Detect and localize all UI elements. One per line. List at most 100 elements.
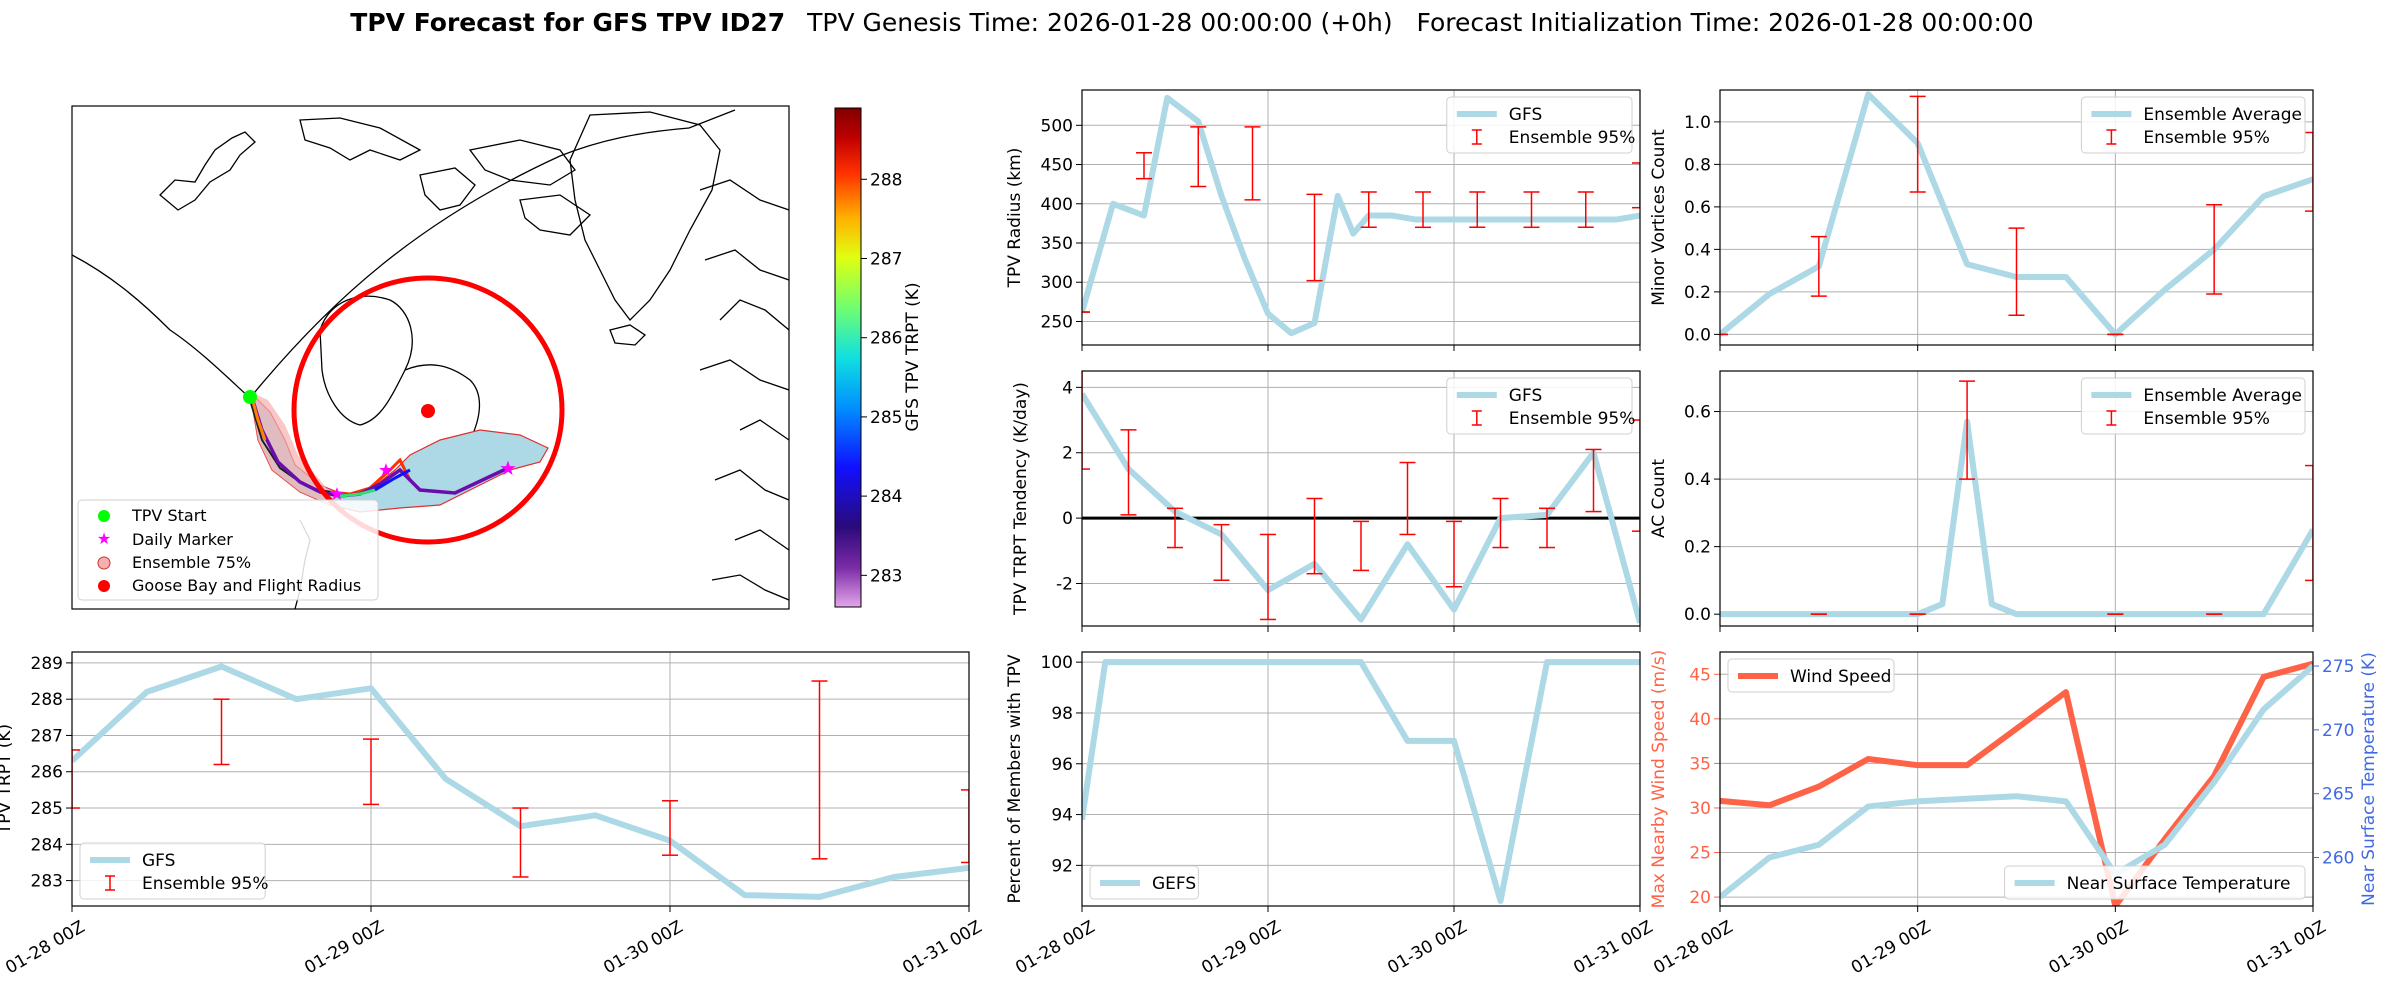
- legend-label: Ensemble Average: [2143, 105, 2302, 125]
- legend: Wind Speed: [1727, 658, 1895, 693]
- y-tick-label: 500: [1041, 116, 1073, 136]
- error-bar: [2305, 464, 2313, 582]
- error-bar: [1136, 152, 1152, 180]
- error-bar: [1190, 126, 1207, 188]
- error-bar: [72, 749, 80, 809]
- axes-frame: [1081, 370, 1641, 627]
- series-line-0: [1720, 418, 2313, 618]
- error-bar: [363, 738, 379, 806]
- x-tick-label: 01-30 00Z: [1384, 917, 1470, 978]
- y-tick-label: 283: [31, 872, 63, 892]
- y-tick-label: 400: [1041, 195, 1073, 215]
- y-axis-label: AC Count: [1649, 459, 1669, 538]
- figure-title: TPV Forecast for GFS TPV ID27 TPV Genesis…: [350, 8, 2033, 37]
- map-europe: [699, 179, 789, 601]
- error-bar: [961, 789, 969, 864]
- y-tick-label: 287: [31, 726, 63, 746]
- error-bar: [1909, 95, 1926, 193]
- y-tick-label: 25: [1689, 844, 1711, 864]
- x-tick-label: 01-29 00Z: [1848, 917, 1934, 978]
- map-gfs-track-mid: [339, 488, 376, 498]
- x-tick-label: 01-30 00Z: [2046, 917, 2132, 978]
- y-axis-label: Minor Vortices Count: [1649, 129, 1669, 306]
- legend: Ensemble Average Ensemble 95%: [2080, 96, 2306, 154]
- title-rest: TPV Genesis Time: 2026-01-28 00:00:00 (+…: [806, 8, 2034, 37]
- y-tick-label: 40: [1689, 710, 1711, 730]
- legend-daily-marker: Daily Marker: [132, 530, 233, 549]
- series-line-0: [1082, 659, 1640, 904]
- map-ensemble-75-shadow: [250, 392, 340, 505]
- y-tick-label: 0.6: [1684, 403, 1711, 423]
- y-tick-label: 0.2: [1684, 538, 1711, 558]
- x-tick-label: 01-28 00Z: [1650, 917, 1736, 978]
- error-bar: [1306, 193, 1323, 282]
- y-right-tick-label: 275: [2322, 657, 2354, 677]
- x-tick-label: 01-30 00Z: [600, 917, 686, 978]
- series-line-1: [1720, 663, 2313, 900]
- map-pole-line: [249, 109, 736, 399]
- legend-ensemble-75: Ensemble 75%: [132, 553, 251, 572]
- y-tick-label: 0.8: [1684, 155, 1711, 175]
- legend-label: Ensemble 95%: [142, 874, 269, 894]
- error-bar: [1360, 191, 1377, 229]
- legend-tpv-start-marker: [98, 510, 110, 522]
- x-tick-label: 01-29 00Z: [301, 917, 387, 978]
- legend-label: Ensemble 95%: [1509, 409, 1636, 429]
- y-tick-label: 300: [1041, 273, 1073, 293]
- error-bar: [1399, 461, 1416, 536]
- axes-frame: [1081, 89, 1641, 346]
- x-tick-label: 01-28 00Z: [2, 917, 88, 978]
- colorbar-tick-label: 285: [870, 408, 902, 428]
- legend: GFS Ensemble 95%: [1446, 96, 1636, 154]
- legend-label: Ensemble 95%: [1509, 128, 1636, 148]
- error-bar: [1415, 191, 1431, 229]
- map-legend: TPV Start ★ Daily Marker Ensemble 75% Go…: [77, 499, 379, 601]
- y-tick-label: -2: [1056, 575, 1073, 595]
- plot-area: [1720, 380, 2313, 618]
- chart-minor: 0.0 0.2 0.4 0.6 0.8 1.0 Minor Vortices Count En…: [1649, 89, 2314, 351]
- error-bar: [2305, 131, 2313, 212]
- legend-box: [1089, 865, 1199, 900]
- axes-frame: [1719, 89, 2314, 346]
- axes-frame: [71, 651, 970, 907]
- error-bar: [512, 807, 529, 878]
- colorbar-label: GFS TPV TRPT (K): [903, 282, 923, 431]
- plot-area: [72, 663, 969, 900]
- legend: Ensemble Average Ensemble 95%: [2080, 377, 2306, 435]
- chart-trpt: 283 284 285 286 287 288 289 01-28 00Z 01-29 00Z 0…: [0, 651, 986, 978]
- title-bold: TPV Forecast for GFS TPV ID27: [350, 8, 785, 37]
- map-coast-west: [72, 254, 251, 399]
- legend-label: Ensemble 95%: [2143, 409, 2270, 429]
- map-tpv-start: [243, 390, 257, 404]
- x-tick-label: 01-28 00Z: [1012, 917, 1098, 978]
- colorbar-tick-label: 288: [870, 170, 902, 190]
- y-right-axis-label: Near Surface Temperature (K): [2359, 652, 2379, 906]
- legend-tpv-start: TPV Start: [131, 506, 207, 525]
- axes-frame: [1719, 651, 2314, 907]
- y-tick-label: 0.4: [1684, 470, 1711, 490]
- legend: Near Surface Temperature: [2004, 865, 2306, 900]
- legend-ensemble-75-marker: [97, 556, 111, 570]
- error-bar: [1244, 126, 1261, 201]
- error-bar: [1539, 507, 1555, 549]
- y-right-tick-label: 270: [2322, 721, 2354, 741]
- y-tick-label: 100: [1041, 653, 1073, 673]
- error-bar: [1577, 191, 1594, 229]
- legend-label: Near Surface Temperature: [2067, 874, 2291, 894]
- error-bar: [1120, 429, 1137, 516]
- y-axis-label: TPV TRPT Tendency (K/day): [1011, 382, 1031, 616]
- chart-radius: 250 300 350 400 450 500 TPV Radius (km) GFS Ense…: [1005, 89, 1641, 351]
- legend: GFS Ensemble 95%: [1446, 377, 1636, 435]
- legend-label: Ensemble 95%: [2143, 128, 2270, 148]
- map-daily-marker-1: ★: [499, 456, 517, 480]
- legend-box: [2080, 96, 2306, 154]
- y-tick-label: 92: [1051, 856, 1073, 876]
- y-tick-label: 94: [1051, 806, 1073, 826]
- error-bar: [1632, 162, 1640, 209]
- y-tick-label: 20: [1689, 888, 1711, 908]
- legend-box: [2080, 377, 2306, 435]
- map-iceland: [609, 324, 647, 346]
- legend-label: Ensemble Average: [2143, 386, 2302, 406]
